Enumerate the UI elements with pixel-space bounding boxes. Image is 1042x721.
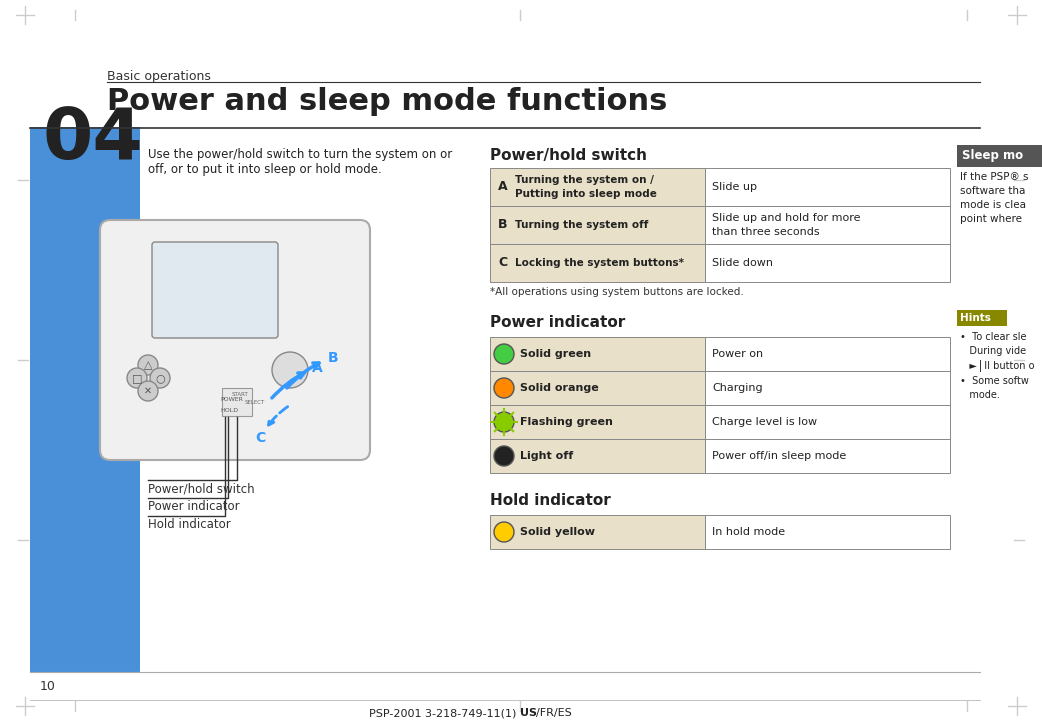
Text: Slide up and hold for more
than three seconds: Slide up and hold for more than three se…	[712, 213, 861, 236]
Text: Charge level is low: Charge level is low	[712, 417, 817, 427]
Text: START: START	[231, 392, 248, 397]
Bar	[490, 371, 705, 405]
Bar	[490, 206, 705, 244]
Bar	[490, 405, 705, 439]
Bar	[490, 168, 705, 206]
Text: Locking the system buttons*: Locking the system buttons*	[515, 258, 684, 268]
Text: Power on: Power on	[712, 349, 763, 359]
Text: Solid green: Solid green	[520, 349, 591, 359]
Text: Hold indicator: Hold indicator	[490, 493, 611, 508]
Circle shape	[272, 352, 308, 388]
Bar	[957, 145, 1042, 167]
Bar	[705, 168, 950, 206]
Text: US: US	[520, 708, 537, 718]
Text: Power indicator: Power indicator	[148, 500, 240, 513]
Bar	[705, 337, 950, 371]
Text: Light off: Light off	[520, 451, 573, 461]
Bar	[222, 388, 252, 416]
Text: A: A	[498, 180, 507, 193]
Bar	[957, 310, 1007, 326]
Text: Hints: Hints	[960, 313, 991, 323]
Circle shape	[150, 368, 170, 388]
Text: 04: 04	[42, 105, 143, 174]
Text: B: B	[328, 351, 339, 365]
Text: /FR/ES: /FR/ES	[536, 708, 572, 718]
Circle shape	[494, 344, 514, 364]
Text: •  To clear sle
   During vide
   ►⎪II button o
•  Some softw
   mode.: • To clear sle During vide ►⎪II button o…	[960, 332, 1035, 400]
Text: If the PSP® s
software tha
mode is clea
point where: If the PSP® s software tha mode is clea …	[960, 172, 1028, 224]
Bar	[705, 206, 950, 244]
Text: SELECT: SELECT	[245, 400, 265, 405]
Text: Charging: Charging	[712, 383, 763, 393]
Bar	[705, 439, 950, 473]
Text: Use the power/hold switch to turn the system on or
off, or to put it into sleep : Use the power/hold switch to turn the sy…	[148, 148, 452, 176]
Bar	[705, 515, 950, 549]
Text: In hold mode: In hold mode	[712, 527, 785, 537]
Bar	[490, 439, 705, 473]
Bar	[490, 244, 705, 282]
Circle shape	[138, 355, 158, 375]
Text: Solid orange: Solid orange	[520, 383, 599, 393]
Text: Power/hold switch: Power/hold switch	[490, 148, 647, 163]
Circle shape	[494, 522, 514, 542]
Text: C: C	[498, 257, 507, 270]
Text: Flashing green: Flashing green	[520, 417, 613, 427]
Text: △: △	[144, 360, 152, 370]
Text: Slide down: Slide down	[712, 258, 773, 268]
Circle shape	[494, 378, 514, 398]
Circle shape	[138, 381, 158, 401]
Text: HOLD: HOLD	[220, 408, 239, 413]
Circle shape	[494, 412, 514, 432]
Text: *All operations using system buttons are locked.: *All operations using system buttons are…	[490, 287, 744, 297]
Text: ✕: ✕	[144, 386, 152, 396]
Text: Power/hold switch: Power/hold switch	[148, 483, 254, 496]
Text: PSP-2001 3-218-749-11(1): PSP-2001 3-218-749-11(1)	[369, 708, 520, 718]
Text: B: B	[498, 218, 507, 231]
Text: A: A	[312, 361, 323, 375]
Bar	[705, 244, 950, 282]
Bar	[705, 371, 950, 405]
Text: Sleep mo: Sleep mo	[962, 149, 1023, 162]
Bar	[705, 405, 950, 439]
Text: Power indicator: Power indicator	[490, 315, 625, 330]
Circle shape	[127, 368, 147, 388]
Text: □: □	[131, 373, 143, 383]
Bar	[490, 515, 705, 549]
Text: Basic operations: Basic operations	[107, 70, 210, 83]
Text: Power off/in sleep mode: Power off/in sleep mode	[712, 451, 846, 461]
Text: Turning the system off: Turning the system off	[515, 220, 648, 230]
FancyBboxPatch shape	[100, 220, 370, 460]
Text: Turning the system on /
Putting into sleep mode: Turning the system on / Putting into sle…	[515, 175, 656, 198]
Text: Power and sleep mode functions: Power and sleep mode functions	[107, 87, 667, 116]
Text: Slide up: Slide up	[712, 182, 756, 192]
Text: C: C	[255, 431, 265, 445]
Text: Hold indicator: Hold indicator	[148, 518, 230, 531]
Bar	[30, 127, 140, 672]
Text: POWER: POWER	[220, 397, 243, 402]
Text: ○: ○	[155, 373, 165, 383]
Circle shape	[494, 446, 514, 466]
Text: 10: 10	[40, 680, 56, 693]
Text: Solid yellow: Solid yellow	[520, 527, 595, 537]
Bar	[490, 337, 705, 371]
FancyBboxPatch shape	[152, 242, 278, 338]
